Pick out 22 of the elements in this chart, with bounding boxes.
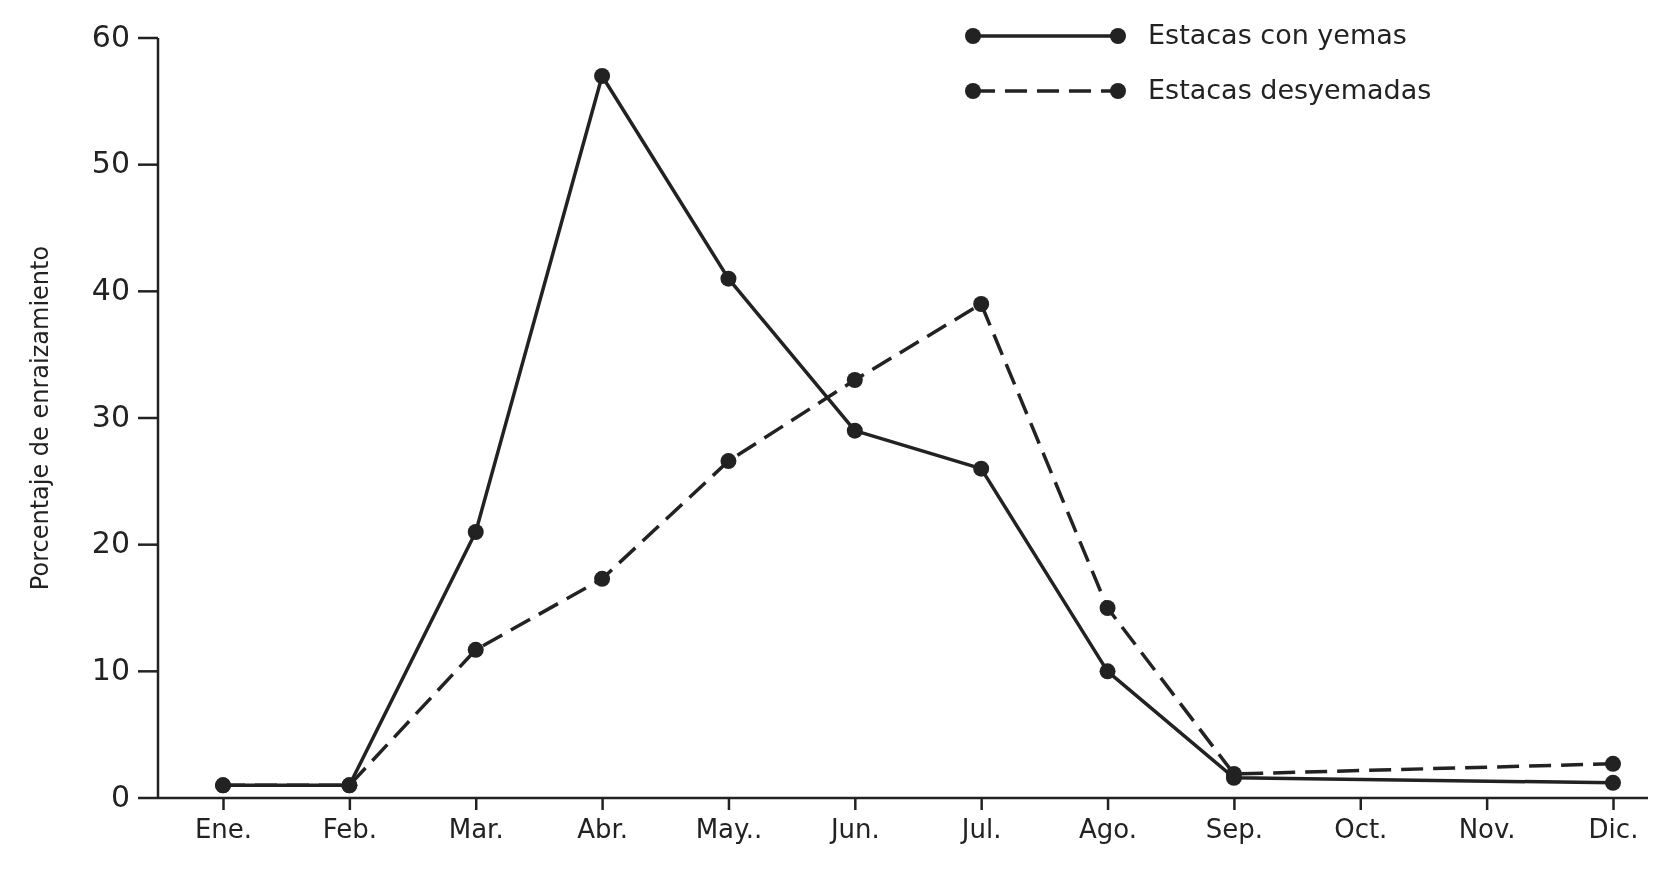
y-tick-label: 30: [91, 398, 130, 434]
legend-label: Estacas desyemadas: [1148, 73, 1432, 105]
x-tick-label: Jul.: [959, 814, 1002, 845]
y-tick-label: 10: [91, 651, 130, 687]
x-tick-label: May..: [695, 814, 763, 845]
y-tick-label: 60: [91, 18, 130, 54]
x-tick-label: Dic.: [1588, 814, 1639, 845]
x-tick-label: Nov.: [1458, 814, 1516, 845]
y-tick-label: 50: [91, 145, 130, 181]
x-tick-label: Feb.: [322, 814, 378, 845]
x-tick-label: Sep.: [1205, 814, 1264, 845]
x-tick-label: Jun.: [828, 814, 880, 845]
x-tick-label: Mar.: [448, 814, 504, 845]
x-tick-label: Ago.: [1079, 814, 1138, 845]
x-tick-label: Abr.: [577, 814, 629, 845]
y-tick-label: 20: [91, 525, 130, 561]
y-axis-title: Porcentaje de enraizamiento: [26, 245, 54, 591]
legend-label: Estacas con yemas: [1148, 18, 1407, 50]
y-tick-label: 0: [110, 778, 130, 814]
x-tick-label: Oct.: [1334, 814, 1388, 845]
y-tick-label: 40: [91, 271, 130, 307]
x-tick-label: Ene.: [194, 814, 253, 845]
